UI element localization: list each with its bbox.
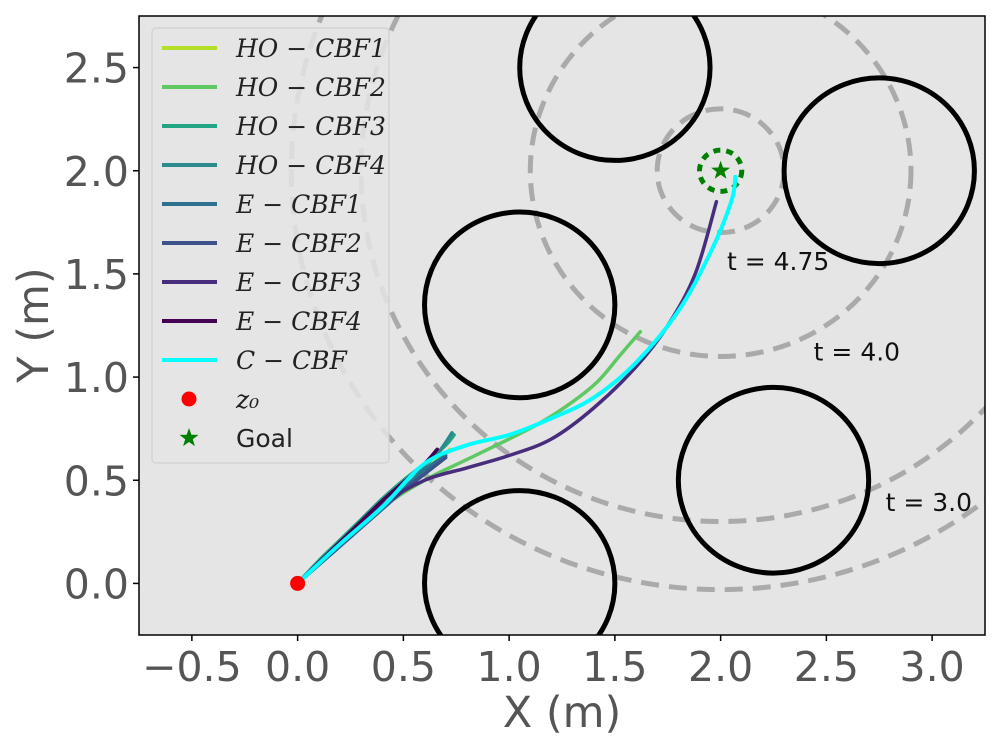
y-tick-label: 2.0 bbox=[64, 148, 129, 196]
y-tick-label: 0.0 bbox=[64, 560, 129, 608]
y-tick-label: 0.5 bbox=[64, 457, 129, 505]
legend-entry: E − CBF4 bbox=[235, 307, 362, 336]
time-ring-label: t = 4.75 bbox=[727, 247, 829, 276]
x-tick-label: 2.5 bbox=[794, 643, 859, 691]
x-tick-label: 0.5 bbox=[371, 643, 436, 691]
time-ring-label: t = 3.0 bbox=[886, 488, 972, 517]
legend-entry: E − CBF2 bbox=[235, 229, 362, 258]
legend-entry: C − CBF bbox=[236, 346, 348, 375]
y-tick-label: 1.0 bbox=[64, 354, 129, 402]
x-axis-label: X (m) bbox=[503, 688, 622, 738]
legend-entry: HO − CBF3 bbox=[235, 112, 386, 141]
start-point bbox=[290, 576, 305, 591]
y-tick-label: 1.5 bbox=[64, 251, 129, 299]
legend-entry: E − CBF1 bbox=[235, 190, 362, 219]
legend-entry: HO − CBF4 bbox=[235, 151, 386, 180]
x-tick-label: 2.0 bbox=[688, 643, 753, 691]
y-tick-label: 2.5 bbox=[64, 45, 129, 93]
legend-start-marker bbox=[182, 392, 197, 407]
x-tick-label: 3.0 bbox=[900, 643, 965, 691]
legend-entry: E − CBF3 bbox=[235, 268, 362, 297]
time-ring-label: t = 4.0 bbox=[814, 338, 900, 367]
legend-entry: HO − CBF2 bbox=[235, 73, 386, 102]
legend-entry: Goal bbox=[236, 424, 293, 453]
x-tick-label: 1.0 bbox=[477, 643, 542, 691]
y-axis-label: Y (m) bbox=[9, 267, 59, 383]
x-tick-label: 1.5 bbox=[582, 643, 647, 691]
legend-entry: z₀ bbox=[235, 385, 259, 414]
x-tick-label: −0.5 bbox=[142, 643, 242, 691]
legend-entry: HO − CBF1 bbox=[235, 34, 386, 63]
x-tick-label: 0.0 bbox=[265, 643, 330, 691]
